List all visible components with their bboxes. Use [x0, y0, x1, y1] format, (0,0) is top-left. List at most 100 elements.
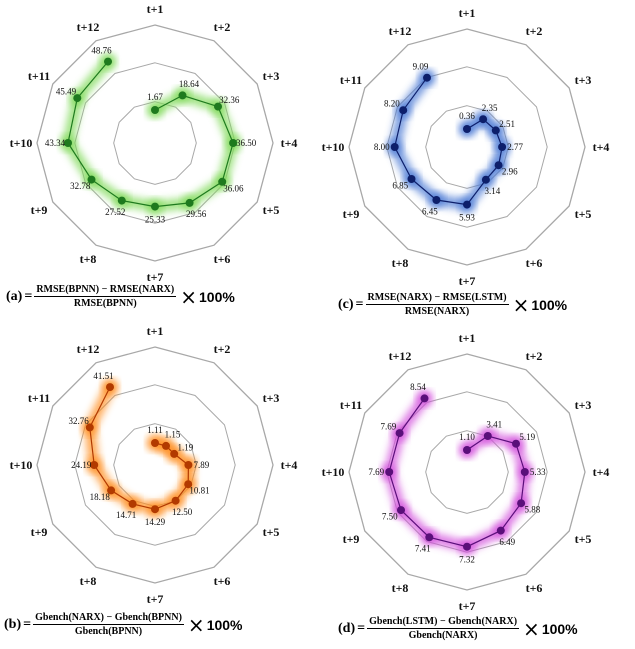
data-point-tplus8 — [432, 196, 441, 204]
data-point-tplus8 — [117, 196, 126, 205]
data-label: 41.51 — [93, 371, 113, 381]
formula-tag: (c) — [338, 296, 354, 312]
data-label: 8.20 — [384, 99, 400, 109]
spoke-label-tplus6: t+6 — [214, 574, 231, 588]
data-point-tplus8 — [425, 533, 434, 542]
data-label: 6.85 — [392, 181, 408, 191]
data-label: 2.96 — [502, 167, 518, 177]
data-label: 36.50 — [236, 138, 257, 148]
data-label: 18.18 — [90, 492, 111, 502]
spoke-label-tplus2: t+2 — [214, 20, 231, 34]
data-label: 0.36 — [459, 111, 475, 121]
spoke-label-tplus6: t+6 — [214, 252, 231, 266]
spoke-label-tplus11: t+11 — [340, 398, 362, 412]
data-label: 2.77 — [507, 142, 523, 152]
data-label: 8.54 — [410, 382, 426, 392]
spoke-label-tplus1: t+1 — [147, 324, 164, 338]
data-point-tplus4 — [498, 143, 507, 151]
data-point-tplus3 — [491, 126, 500, 135]
data-label: 7.69 — [368, 467, 384, 477]
formula-a: (a) = RMSE(BPNN) − RMSE(NARX) RMSE(BPNN)… — [6, 284, 235, 309]
data-label: 1.67 — [147, 92, 163, 102]
spoke-label-tplus9: t+9 — [31, 525, 48, 539]
data-point-tplus2 — [178, 91, 187, 100]
spoke-label-tplus7: t+7 — [459, 274, 476, 288]
data-point-tplus7 — [463, 200, 471, 209]
data-label: 2.35 — [482, 103, 498, 113]
grid-ring — [348, 353, 586, 591]
data-point-tplus7 — [151, 202, 159, 211]
formula-numerator: Gbench(LSTM) − Gbench(NARX) — [367, 616, 520, 629]
data-point-tplus1 — [463, 446, 471, 454]
spoke-label-tplus7: t+7 — [147, 592, 164, 606]
spoke-label-tplus12: t+12 — [389, 24, 412, 38]
grid-ring — [36, 346, 274, 584]
formula-numerator: RMSE(NARX) − RMSE(LSTM) — [365, 292, 509, 305]
formula-numerator: Gbench(NARX) − Gbench(BPNN) — [33, 612, 184, 625]
data-label: 32.78 — [70, 181, 91, 191]
data-point-tplus12 — [106, 383, 114, 392]
formula-denominator: RMSE(BPNN) — [73, 298, 137, 309]
formula-fraction: Gbench(LSTM) − Gbench(NARX) Gbench(NARX) — [367, 616, 520, 641]
series-line — [67, 61, 234, 208]
data-label: 1.19 — [178, 442, 194, 452]
data-label: 25.33 — [145, 215, 166, 225]
radar-panel-d: t+1 t+2 t+3 t+4 t+5 t+6 t+7 t+8 t+9 t+10 t+11 t+12 1… — [322, 331, 610, 613]
data-label: 12.50 — [172, 507, 193, 517]
spoke-label-tplus1: t+1 — [459, 6, 476, 20]
data-label: 14.29 — [145, 517, 166, 527]
spoke-label-tplus10: t+10 — [10, 458, 33, 472]
data-point-tplus12 — [423, 73, 431, 82]
data-point-tplus9 — [107, 486, 116, 495]
formula-fraction: Gbench(NARX) − Gbench(BPNN) Gbench(BPNN) — [33, 612, 184, 637]
spoke-label-tplus12: t+12 — [77, 342, 100, 356]
grid-ring — [425, 105, 509, 189]
data-label: 7.41 — [415, 544, 431, 554]
formula-tag: (d) — [338, 620, 356, 636]
data-label: 45.49 — [56, 87, 77, 97]
data-point-tplus3 — [214, 102, 222, 111]
spoke-label-tplus4: t+4 — [593, 465, 610, 479]
data-label: 32.76 — [68, 416, 89, 426]
data-point-tplus2 — [479, 115, 488, 124]
spoke-label-tplus5: t+5 — [263, 203, 280, 217]
formula-denominator: Gbench(NARX) — [408, 630, 478, 641]
data-point-tplus5 — [494, 161, 503, 170]
data-label: 3.14 — [485, 186, 501, 196]
radar-panel-a: t+1 t+2 t+3 t+4 t+5 t+6 t+7 t+8 t+9 t+10 t+11 t+12 1… — [10, 2, 298, 284]
grid-ring — [348, 28, 586, 266]
formula-denominator: Gbench(BPNN) — [74, 626, 143, 637]
spoke-label-tplus3: t+3 — [575, 398, 592, 412]
data-label: 7.69 — [381, 422, 397, 432]
radar-panel-b: t+1 t+2 t+3 t+4 t+5 t+6 t+7 t+8 t+9 t+10 t+11 t+12 1… — [10, 324, 298, 606]
data-label: 14.71 — [116, 510, 136, 520]
data-label: 7.32 — [459, 555, 475, 565]
data-point-tplus10 — [390, 143, 399, 151]
data-label: 27.52 — [105, 207, 125, 217]
data-label: 5.33 — [530, 467, 546, 477]
data-point-tplus4 — [229, 139, 238, 147]
spoke-label-tplus8: t+8 — [80, 574, 97, 588]
formula-denominator: RMSE(NARX) — [404, 306, 470, 317]
data-label: 7.89 — [194, 460, 210, 470]
data-point-tplus4 — [520, 468, 529, 476]
data-point-tplus3 — [170, 449, 179, 458]
formula-equals: = — [357, 620, 366, 636]
spoke-label-tplus11: t+11 — [340, 73, 362, 87]
spoke-label-tplus5: t+5 — [575, 532, 592, 546]
data-label: 5.93 — [459, 213, 475, 223]
formula-percent: 100% — [541, 620, 578, 637]
data-label: 24.19 — [71, 460, 92, 470]
data-point-tplus5 — [517, 499, 526, 508]
data-point-tplus12 — [420, 394, 429, 403]
data-point-tplus1 — [151, 439, 159, 447]
data-label: 9.09 — [413, 62, 429, 72]
data-point-tplus4 — [184, 461, 193, 469]
formula-percent: 100% — [531, 296, 568, 313]
formula-c: (c) = RMSE(NARX) − RMSE(LSTM) RMSE(NARX)… — [338, 292, 567, 317]
spoke-label-tplus9: t+9 — [343, 207, 360, 221]
data-point-tplus10 — [64, 139, 72, 147]
data-label: 5.88 — [525, 505, 541, 515]
data-label: 29.56 — [186, 209, 207, 219]
